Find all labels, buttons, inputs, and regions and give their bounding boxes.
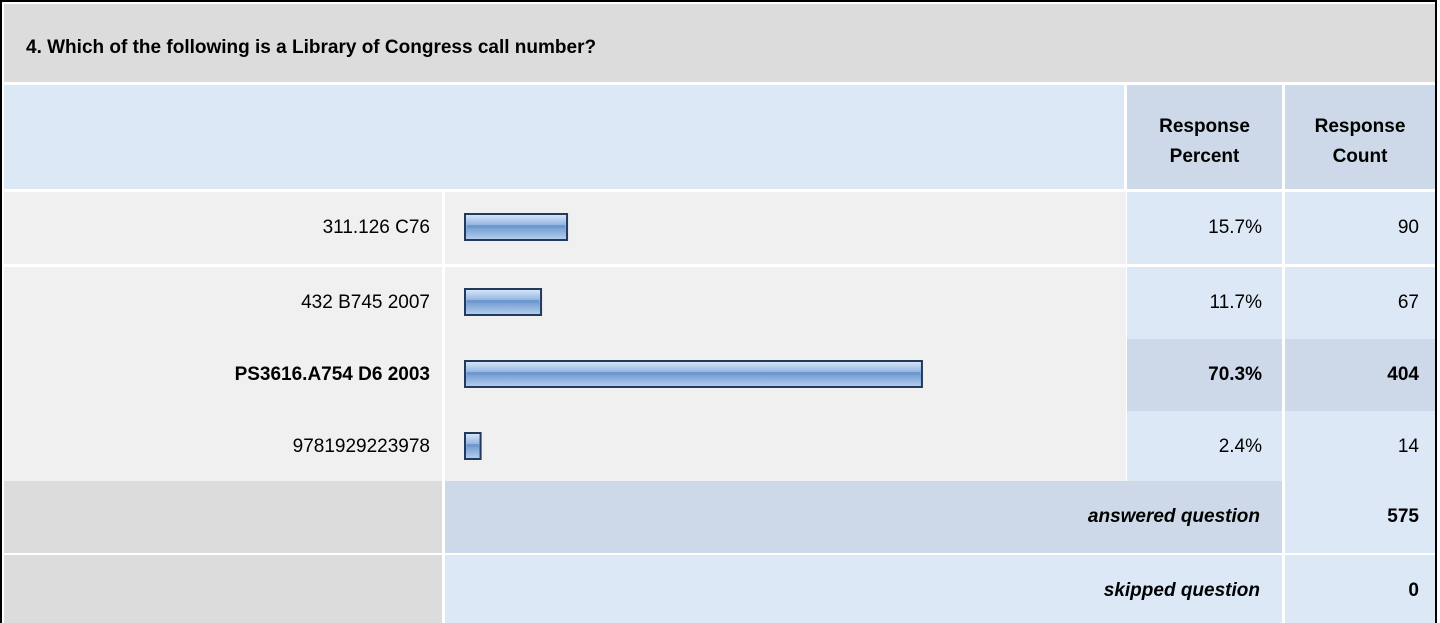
response-count-cell: 404	[1285, 339, 1435, 411]
summary-blank-cell	[4, 555, 442, 623]
answer-label: 432 B745 2007	[301, 292, 430, 313]
bar-chart-area	[464, 213, 569, 241]
response-count: 404	[1387, 364, 1419, 385]
bar-cell	[445, 192, 1126, 264]
response-bar-highlight	[467, 444, 479, 447]
bar-cell	[445, 339, 1126, 411]
header-count-line2: Count	[1332, 146, 1388, 167]
skipped-question-row: skipped question 0	[4, 555, 1435, 623]
question-title: 4. Which of the following is a Library o…	[26, 37, 597, 58]
skipped-value: 0	[1408, 580, 1419, 601]
answer-label-cell: 311.126 C76	[4, 192, 442, 264]
skipped-value-cell: 0	[1285, 555, 1435, 623]
response-percent: 2.4%	[1218, 436, 1262, 457]
answer-label: 311.126 C76	[322, 217, 430, 238]
answered-value: 575	[1387, 506, 1419, 527]
bar-cell	[445, 267, 1126, 339]
response-bar-highlight	[467, 372, 920, 375]
answer-row-3-correct: PS3616.A754 D6 2003 70.3% 404	[4, 339, 1435, 411]
bar-cell	[445, 411, 1126, 483]
answer-label-cell: 9781929223978	[4, 411, 442, 483]
response-count: 67	[1397, 292, 1419, 313]
skipped-label: skipped question	[1103, 580, 1260, 601]
response-bar-highlight	[467, 225, 566, 228]
response-percent: 11.7%	[1209, 292, 1262, 313]
answered-question-row: answered question 575	[4, 481, 1435, 553]
response-count: 14	[1397, 436, 1419, 457]
bar-chart-area	[464, 288, 543, 316]
summary-blank-cell	[4, 481, 442, 553]
answer-label-cell: PS3616.A754 D6 2003	[4, 339, 442, 411]
answer-label-cell: 432 B745 2007	[4, 267, 442, 339]
answered-label-cell: answered question	[445, 481, 1282, 553]
response-percent-cell: 11.7%	[1127, 267, 1282, 339]
response-count-cell: 67	[1285, 267, 1435, 339]
answer-label: PS3616.A754 D6 2003	[234, 364, 430, 385]
answer-row-1: 311.126 C76 15.7% 90	[4, 192, 1435, 264]
header-count-line1: Response	[1314, 116, 1406, 137]
header-percent-line1: Response	[1159, 116, 1250, 137]
answered-label: answered question	[1087, 506, 1260, 527]
skipped-label-cell: skipped question	[445, 555, 1282, 623]
header-percent-line2: Percent	[1169, 146, 1240, 167]
response-percent-cell: 2.4%	[1127, 411, 1282, 483]
response-percent-cell: 70.3%	[1127, 339, 1282, 411]
response-bar-highlight	[467, 300, 540, 303]
header-response-percent: Response Percent	[1127, 85, 1282, 189]
response-count-cell: 14	[1285, 411, 1435, 483]
answered-value-cell: 575	[1285, 481, 1435, 553]
response-count: 90	[1397, 217, 1419, 238]
bar-chart-area	[464, 432, 482, 460]
response-percent-cell: 15.7%	[1127, 192, 1282, 264]
bar-chart-area	[464, 360, 923, 388]
answer-row-2: 432 B745 2007 11.7% 67	[4, 267, 1435, 339]
question-header: 4. Which of the following is a Library o…	[4, 4, 1435, 82]
answer-label: 9781929223978	[292, 436, 430, 457]
header-response-count: Response Count	[1285, 85, 1435, 189]
header-blank-cell	[4, 85, 1124, 189]
answer-row-4: 9781929223978 2.4% 14	[4, 411, 1435, 483]
response-count-cell: 90	[1285, 192, 1435, 264]
response-percent: 15.7%	[1208, 217, 1262, 238]
response-percent: 70.3%	[1208, 364, 1262, 385]
